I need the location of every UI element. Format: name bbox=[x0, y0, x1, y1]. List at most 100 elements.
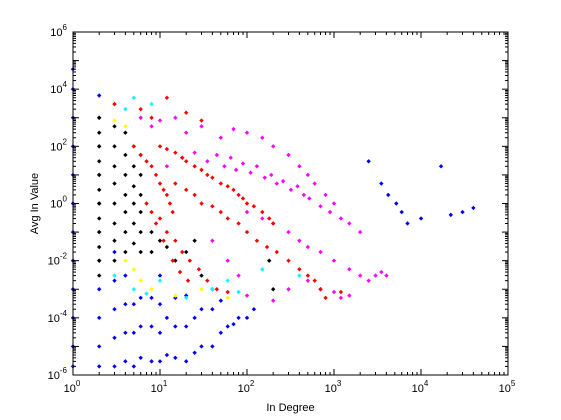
point-5-4 bbox=[183, 110, 189, 115]
point-0-25 bbox=[112, 307, 117, 312]
point-5-50 bbox=[157, 216, 163, 221]
point-0-73 bbox=[418, 216, 424, 221]
point-1-12 bbox=[112, 124, 117, 129]
point-1-43 bbox=[173, 258, 178, 263]
point-1-40 bbox=[149, 249, 154, 255]
point-5-24 bbox=[210, 175, 215, 180]
point-5-30 bbox=[244, 201, 250, 206]
point-2-6 bbox=[138, 278, 143, 283]
point-0-13 bbox=[96, 344, 102, 349]
point-1-2 bbox=[96, 144, 102, 149]
point-4-23 bbox=[228, 155, 233, 160]
point-0-37 bbox=[138, 324, 143, 329]
series-5 bbox=[112, 95, 344, 301]
point-2-10 bbox=[225, 295, 230, 301]
point-1-44 bbox=[183, 249, 189, 255]
point-0-64 bbox=[236, 315, 241, 321]
point-0-42 bbox=[157, 359, 163, 364]
point-1-3 bbox=[96, 159, 102, 164]
point-5-41 bbox=[225, 216, 230, 221]
point-0-50 bbox=[173, 295, 178, 301]
point-0-48 bbox=[173, 355, 178, 360]
point-5-32 bbox=[260, 209, 265, 215]
point-1-42 bbox=[164, 244, 170, 250]
point-4-41 bbox=[244, 209, 250, 215]
point-5-19 bbox=[180, 155, 185, 160]
point-4-49 bbox=[347, 267, 352, 272]
point-1-22 bbox=[123, 172, 128, 178]
point-4-62 bbox=[244, 293, 250, 298]
point-0-29 bbox=[123, 359, 128, 364]
point-5-39 bbox=[210, 204, 215, 209]
point-0-76 bbox=[460, 209, 465, 215]
point-1-38 bbox=[138, 249, 143, 255]
point-1-46 bbox=[199, 273, 204, 278]
point-4-10 bbox=[270, 144, 276, 149]
plot-frame bbox=[72, 31, 509, 376]
point-0-32 bbox=[123, 273, 128, 278]
point-5-34 bbox=[270, 221, 276, 226]
point-0-45 bbox=[157, 273, 163, 278]
point-0-66 bbox=[251, 307, 257, 312]
point-5-35 bbox=[173, 181, 178, 186]
point-5-46 bbox=[274, 249, 279, 255]
point-1-35 bbox=[138, 192, 143, 198]
point-4-55 bbox=[286, 287, 291, 292]
x-axis-label: In Degree bbox=[266, 402, 314, 414]
point-5-23 bbox=[205, 172, 210, 178]
point-1-29 bbox=[131, 184, 137, 189]
point-4-15 bbox=[323, 192, 328, 198]
point-4-45 bbox=[297, 238, 302, 243]
point-4-51 bbox=[366, 278, 371, 283]
point-1-13 bbox=[112, 144, 117, 149]
point-0-22 bbox=[96, 93, 102, 98]
point-4-64 bbox=[225, 258, 230, 263]
point-1-49 bbox=[270, 287, 276, 292]
point-4-48 bbox=[331, 258, 337, 263]
point-5-63 bbox=[177, 269, 183, 275]
point-4-24 bbox=[233, 167, 239, 173]
point-3-11 bbox=[236, 289, 241, 295]
point-0-38 bbox=[138, 295, 143, 301]
point-4-25 bbox=[240, 161, 246, 166]
point-1-31 bbox=[131, 221, 137, 226]
point-3-12 bbox=[260, 267, 265, 272]
point-5-53 bbox=[180, 249, 185, 255]
x-tick-label: 103 bbox=[325, 379, 342, 395]
point-4-0 bbox=[138, 115, 143, 120]
point-4-28 bbox=[262, 175, 267, 180]
point-4-7 bbox=[231, 126, 236, 132]
point-4-63 bbox=[236, 273, 241, 278]
point-1-1 bbox=[96, 130, 102, 135]
point-5-1 bbox=[138, 106, 143, 112]
point-0-56 bbox=[199, 344, 204, 349]
point-0-53 bbox=[183, 293, 189, 298]
point-5-25 bbox=[218, 181, 224, 186]
point-5-20 bbox=[183, 159, 189, 164]
point-4-37 bbox=[327, 209, 333, 215]
point-5-8 bbox=[144, 159, 149, 164]
point-1-8 bbox=[96, 229, 102, 235]
point-5-13 bbox=[164, 192, 170, 198]
point-4-47 bbox=[318, 249, 323, 255]
y-tick-label: 10-4 bbox=[48, 309, 68, 325]
point-4-32 bbox=[288, 187, 294, 193]
point-5-44 bbox=[254, 238, 260, 243]
point-4-8 bbox=[244, 130, 250, 135]
point-5-33 bbox=[267, 216, 272, 221]
point-1-10 bbox=[96, 258, 102, 263]
point-0-24 bbox=[112, 335, 117, 341]
point-5-9 bbox=[149, 164, 154, 169]
point-4-54 bbox=[384, 273, 389, 278]
point-1-6 bbox=[96, 201, 102, 206]
point-1-15 bbox=[112, 181, 117, 186]
point-4-21 bbox=[214, 152, 220, 158]
point-0-51 bbox=[183, 359, 189, 364]
point-5-51 bbox=[164, 229, 170, 235]
point-1-24 bbox=[123, 209, 128, 215]
point-5-2 bbox=[149, 115, 154, 120]
point-5-5 bbox=[199, 118, 204, 123]
point-5-38 bbox=[199, 201, 204, 206]
point-0-67 bbox=[366, 159, 371, 164]
point-5-26 bbox=[225, 184, 230, 189]
